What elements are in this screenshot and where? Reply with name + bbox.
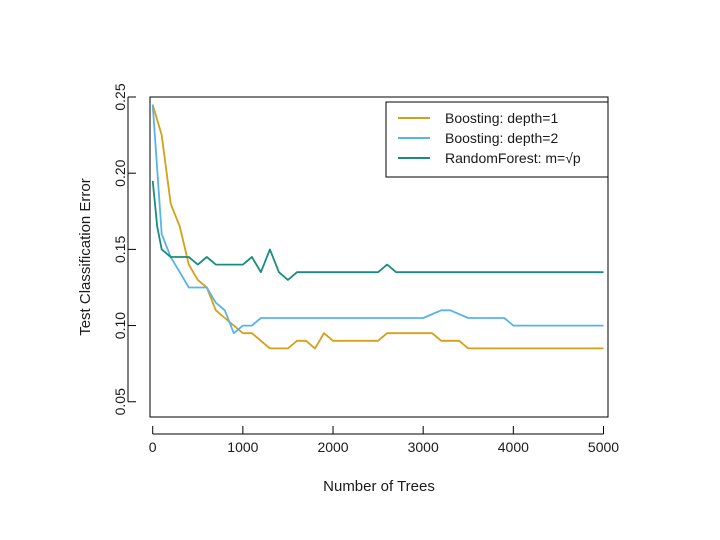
y-tick-label: 0.20 <box>112 159 128 186</box>
series-boosting-depth-1 <box>151 104 604 350</box>
series-randomforest <box>151 180 604 281</box>
legend-box <box>385 101 609 178</box>
y-tick-label: 0.25 <box>112 83 128 110</box>
x-tick-label: 1000 <box>227 439 258 455</box>
legend-label-boosting-depth-1: Boosting: depth=1 <box>445 110 558 126</box>
x-axis-title: Number of Trees <box>323 478 435 495</box>
x-tick-label: 5000 <box>588 439 619 455</box>
plot-box <box>149 96 609 418</box>
x-tick-label: 0 <box>149 439 157 455</box>
y-tick-label: 0.05 <box>112 388 128 415</box>
series-layer <box>151 104 604 350</box>
x-tick-label: 2000 <box>317 439 348 455</box>
legend-label-randomforest: RandomForest: m=√p <box>445 150 581 166</box>
legend-label-boosting-depth-2: Boosting: depth=2 <box>445 130 558 146</box>
x-axis: 0 1000 2000 3000 4000 5000 <box>149 426 619 455</box>
series-boosting-depth-2 <box>151 104 604 335</box>
y-tick-label: 0.10 <box>112 312 128 339</box>
y-tick-label: 0.15 <box>112 236 128 263</box>
legend: Boosting: depth=1 Boosting: depth=2 Rand… <box>385 101 609 178</box>
y-axis: 0.05 0.10 0.15 0.20 0.25 <box>112 83 136 415</box>
x-tick-label: 4000 <box>498 439 529 455</box>
x-tick-label: 3000 <box>408 439 439 455</box>
y-axis-title: Test Classification Error <box>77 178 94 336</box>
